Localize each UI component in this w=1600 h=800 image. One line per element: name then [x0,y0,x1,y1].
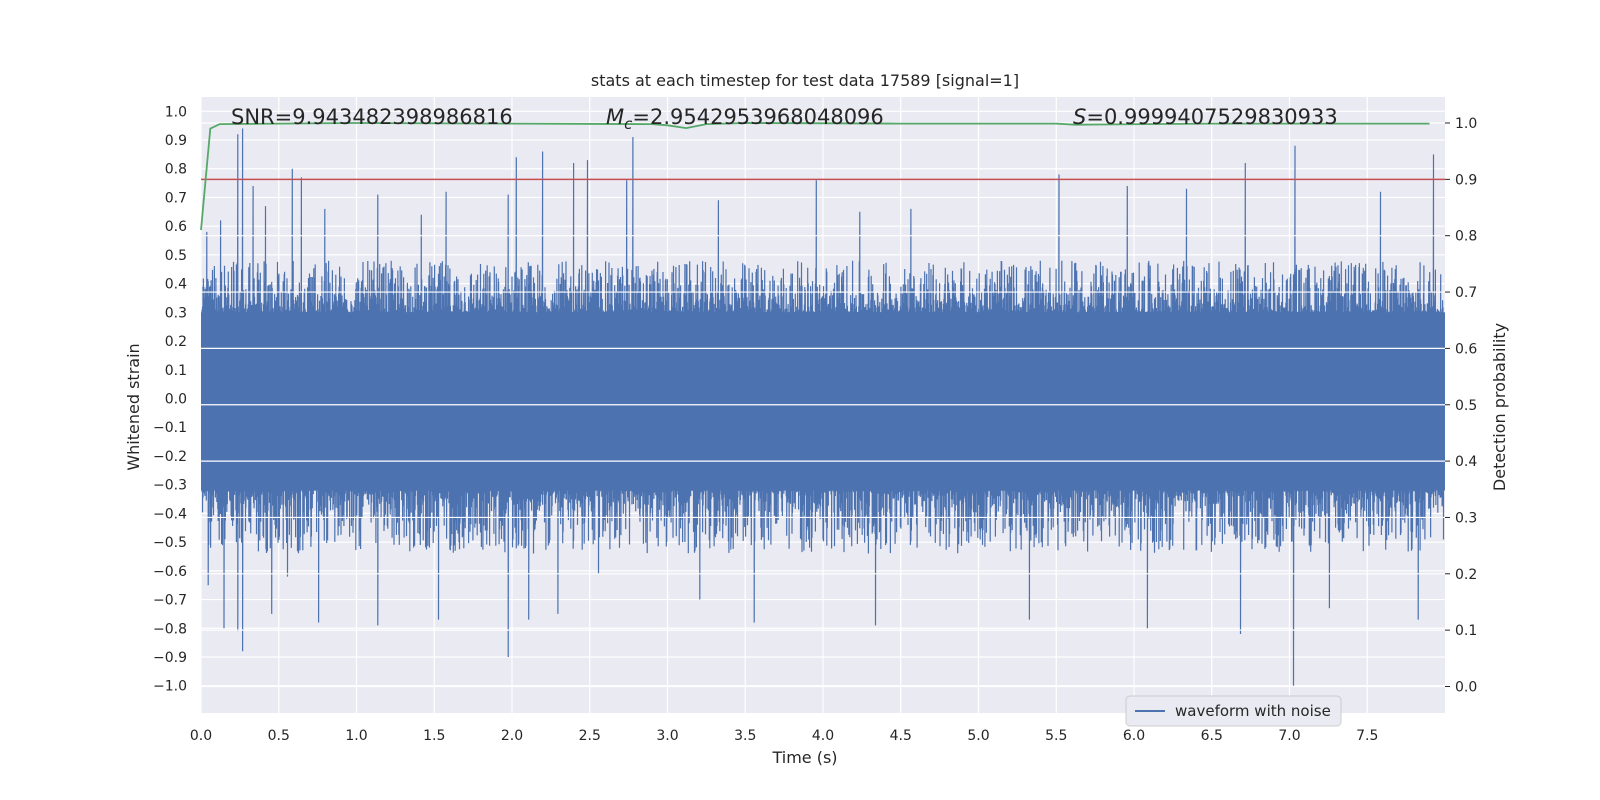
y2-tick-label: 0.3 [1455,510,1477,526]
x-tick-label: 5.0 [967,728,989,744]
x-tick-label: 6.5 [1201,728,1223,744]
y2-tick-label: 0.1 [1455,623,1477,639]
y-tick-label: −0.8 [153,621,187,637]
x-tick-label: 7.0 [1278,728,1300,744]
x-tick-label: 3.0 [656,728,678,744]
x-tick-label: 6.0 [1123,728,1145,744]
y-tick-label: −0.5 [153,535,187,551]
y2-tick-label: 0.4 [1455,454,1477,470]
y2-tick-label: 1.0 [1455,116,1477,132]
y-tick-label: 0.2 [165,334,187,350]
y-tick-label: −0.9 [153,650,187,666]
y2-tick-label: 0.5 [1455,398,1477,414]
x-tick-label: 4.0 [812,728,834,744]
y-tick-label: −0.4 [153,506,187,522]
y-tick-label: 0.8 [165,162,187,178]
axis-ticks: 0.0 0.5 1.0 1.5 2.0 2.5 3.0 3.5 4.0 4.5 5.0 5.5 6.0 6… [153,104,1477,744]
y-tick-label: 0.1 [165,363,187,379]
s-value: =0.9999407529830933 [1086,105,1337,129]
y-axis-label: Whitened strain [124,343,143,470]
legend-box [1125,695,1342,727]
y-tick-label: −0.1 [153,420,187,436]
y2-tick-label: 0.2 [1455,567,1477,583]
y2-tick-label: 0.7 [1455,285,1477,301]
y-tick-label: −1.0 [153,679,187,695]
y2-tick-label: 0.9 [1455,172,1477,188]
x-tick-label: 4.5 [890,728,912,744]
legend-label: waveform with noise [1175,702,1331,720]
x-tick-label: 7.5 [1356,728,1378,744]
snr-annotation: SNR=9.943482398986816 [231,105,513,129]
x-tick-label: 1.5 [423,728,445,744]
probability-line [200,122,1430,231]
y-tick-label: 0.0 [165,392,187,408]
x-tick-label: 2.5 [579,728,601,744]
y-tick-label: 1.0 [165,104,187,120]
y-tick-label: −0.7 [153,593,187,609]
y-tick-label: 0.5 [165,248,187,264]
y-tick-label: 0.7 [165,190,187,206]
y2-axis-label: Detection probability [1490,323,1509,491]
y-tick-label: 0.9 [165,133,187,149]
x-tick-label: 5.5 [1045,728,1067,744]
y-tick-label: −0.6 [153,564,187,580]
mc-value: =2.9542953968048096 [632,105,883,129]
x-tick-label: 2.0 [501,728,523,744]
mc-subscript: c [624,115,633,133]
mc-symbol: M [606,105,624,129]
y2-tick-label: 0.6 [1455,341,1477,357]
s-symbol: S [1073,105,1086,129]
waveform-core [201,312,1445,491]
x-tick-label: 3.5 [734,728,756,744]
probability-series [200,122,1445,688]
legend: waveform with noise [1125,695,1342,727]
score-annotation: S=0.9999407529830933 [1073,105,1338,129]
y2-tick-label: 0.0 [1455,680,1477,696]
y-tick-label: 0.6 [165,219,187,235]
x-axis-label: Time (s) [771,748,837,767]
y-tick-label: −0.3 [153,478,187,494]
x-tick-label: 0.0 [190,728,212,744]
chart-title: stats at each timestep for test data 175… [591,71,1019,90]
y-tick-label: 0.3 [165,305,187,321]
y-tick-label: 0.4 [165,277,187,293]
chirp-mass-annotation: Mc=2.9542953968048096 [606,105,884,133]
y-tick-label: −0.2 [153,449,187,465]
x-tick-label: 0.5 [268,728,290,744]
y2-tick-label: 0.8 [1455,229,1477,245]
x-tick-label: 1.0 [345,728,367,744]
